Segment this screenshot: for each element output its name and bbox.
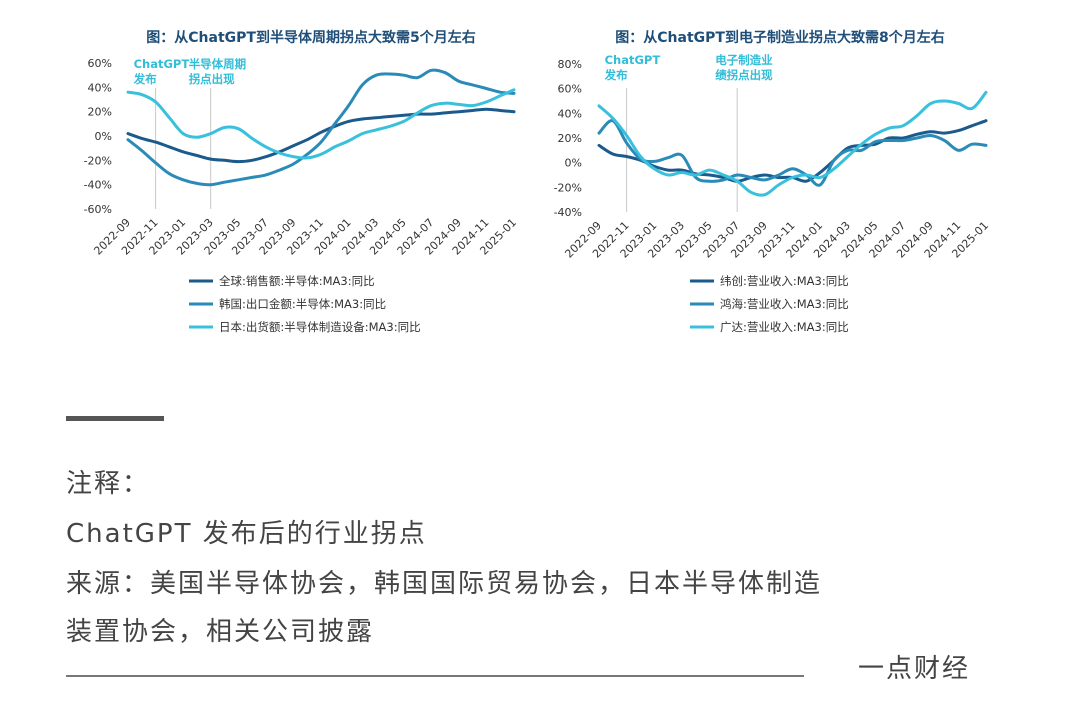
electronics-manufacturing-chart: 图：从ChatGPT到电子制造业拐点大致需8个月左右 80% 60% 40% 20% 0%… (540, 0, 1080, 345)
chart-svg: 图：从ChatGPT到半导体周期拐点大致需5个月左右 60% 40% 20% 0% -20… (84, 29, 520, 334)
legend-label: 全球:销售额:半导体:MA3:同比 (219, 274, 375, 288)
annotation-label: 绩拐点出现 (715, 68, 773, 82)
y-tick-label: 20% (88, 106, 112, 119)
y-tick-label: -40% (554, 206, 582, 219)
y-tick-label: 60% (558, 83, 582, 96)
chart-title: 图：从ChatGPT到半导体周期拐点大致需5个月左右 (146, 29, 475, 46)
annotation-label: 电子制造业 (715, 53, 773, 67)
annotation-label: ChatGPT (605, 53, 661, 67)
footer-divider (66, 675, 804, 677)
annotation-label: ChatGPT (134, 57, 190, 71)
legend-label: 鸿海:营业收入:MA3:同比 (720, 297, 849, 311)
legend-label: 广达:营业收入:MA3:同比 (720, 320, 849, 334)
chart-title: 图：从ChatGPT到电子制造业拐点大致需8个月左右 (615, 29, 944, 46)
y-tick-label: -60% (84, 203, 112, 216)
series-line (126, 88, 516, 160)
y-tick-label: 20% (558, 132, 582, 145)
series-line (597, 90, 988, 197)
notes-line-1: ChatGPT 发布后的行业拐点 (66, 519, 427, 549)
notes-heading: 注释： (66, 469, 151, 499)
annotation-label: 半导体周期 (189, 57, 247, 71)
series-line (126, 68, 516, 187)
y-tick-label: 0% (95, 130, 112, 143)
series-line (597, 119, 988, 187)
chart-svg: 图：从ChatGPT到电子制造业拐点大致需8个月左右 80% 60% 40% 20% 0%… (554, 29, 992, 334)
notes-line-3: 装置协会，相关公司披露 (66, 617, 375, 647)
notes-line-2: 来源：美国半导体协会，韩国国际贸易协会，日本半导体制造 (66, 569, 823, 599)
annotation-label: 拐点出现 (189, 72, 235, 86)
y-tick-label: 80% (558, 58, 582, 71)
legend-label: 韩国:出口金额:半导体:MA3:同比 (219, 297, 386, 311)
annotation-label: 发布 (604, 68, 628, 82)
brand-name: 一点财经 (858, 654, 971, 684)
y-tick-label: 40% (558, 107, 582, 120)
y-tick-label: -20% (554, 181, 582, 194)
y-tick-label: -20% (84, 154, 112, 167)
series-line (126, 107, 516, 164)
y-tick-label: 60% (88, 57, 112, 70)
semiconductor-cycle-chart: 图：从ChatGPT到半导体周期拐点大致需5个月左右 60% 40% 20% 0% -20… (0, 0, 540, 345)
y-tick-label: 0% (565, 157, 582, 170)
annotation-label: 发布 (133, 72, 157, 86)
legend-label: 纬创:营业收入:MA3:同比 (720, 274, 849, 288)
y-tick-label: 40% (88, 81, 112, 94)
legend-label: 日本:出货额:半导体制造设备:MA3:同比 (219, 320, 421, 334)
section-divider-bar (66, 416, 164, 421)
y-tick-label: -40% (84, 179, 112, 192)
